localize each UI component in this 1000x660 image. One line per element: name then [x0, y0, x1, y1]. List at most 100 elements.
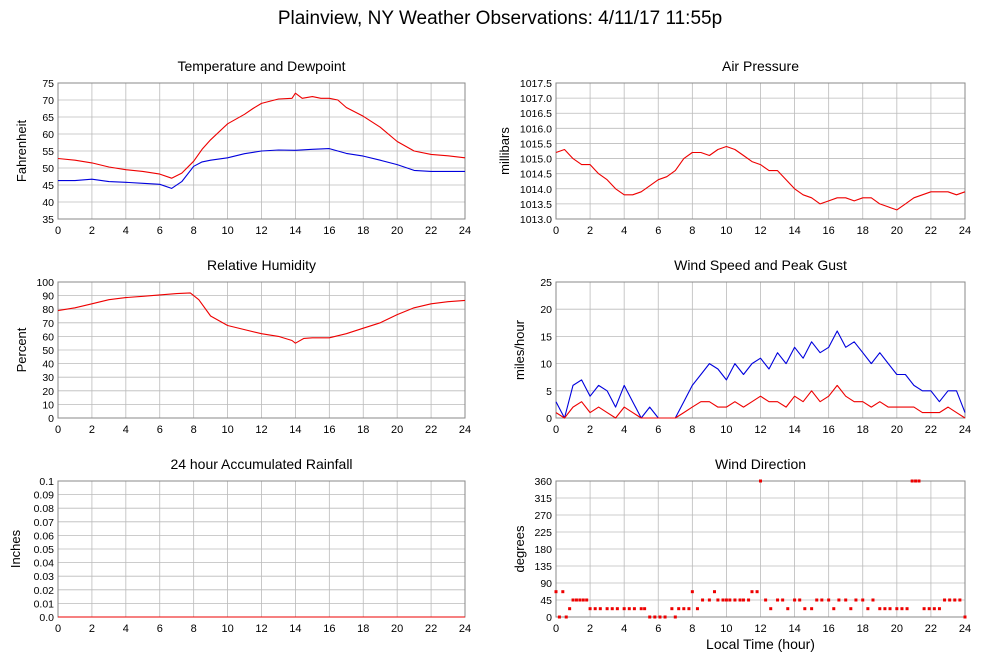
rain-x-tick-label: 4: [123, 623, 129, 635]
direction-point: [622, 607, 626, 611]
direction-y-tick-label: 180: [534, 544, 552, 556]
temp-series-line-1: [58, 148, 465, 189]
pressure-y-tick-label: 1017.5: [520, 78, 552, 90]
direction-point: [769, 607, 773, 611]
direction-y-tick-label: 315: [534, 493, 552, 505]
rain-y-tick-label: 0.01: [34, 598, 55, 610]
wind-x-tick-label: 22: [925, 424, 937, 436]
direction-point: [747, 598, 751, 602]
direction-point: [878, 607, 882, 611]
direction-point: [632, 607, 636, 611]
direction-point: [861, 598, 865, 602]
rain-x-tick-label: 22: [425, 623, 437, 635]
temp-x-tick-label: 12: [255, 225, 267, 237]
direction-x-tick-label: 4: [621, 623, 627, 635]
temp-x-tick-label: 22: [425, 225, 437, 237]
direction-x-tick-label: 6: [655, 623, 661, 635]
wind-x-tick-label: 6: [655, 424, 661, 436]
temp-y-tick-label: 60: [42, 129, 54, 141]
direction-point: [687, 607, 691, 611]
pressure-x-tick-label: 14: [788, 225, 800, 237]
direction-point: [561, 590, 565, 594]
direction-point: [786, 607, 790, 611]
wind-series-line-1: [555, 384, 966, 419]
direction-point: [721, 598, 725, 602]
pressure-x-tick-label: 4: [621, 225, 627, 237]
direction-point: [759, 479, 762, 483]
direction-y-axis-label: degrees: [512, 525, 527, 572]
direction-y-tick-label: 270: [534, 510, 552, 522]
direction-point: [932, 607, 936, 611]
temp-series-line-0: [57, 92, 466, 179]
direction-x-tick-label: 18: [857, 623, 869, 635]
temp-y-tick-label: 65: [42, 112, 54, 124]
temp-x-tick-label: 6: [157, 225, 163, 237]
direction-y-tick-label: 0: [546, 612, 552, 624]
humidity-x-tick-label: 8: [191, 424, 197, 436]
wind-x-tick-label: 16: [823, 424, 835, 436]
rain-x-tick-label: 14: [289, 623, 301, 635]
rain-y-tick-label: 0.09: [34, 490, 55, 502]
direction-point: [958, 598, 962, 602]
direction-point: [648, 615, 652, 619]
wind-y-tick-label: 20: [540, 304, 552, 316]
direction-point: [888, 607, 892, 611]
direction-point: [837, 598, 841, 602]
temp-x-tick-label: 4: [123, 225, 129, 237]
temp-y-tick-label: 45: [42, 180, 54, 192]
rain-y-tick-label: 0.08: [34, 503, 55, 515]
direction-point: [593, 607, 597, 611]
temp-x-tick-label: 18: [357, 225, 369, 237]
temp-x-tick-label: 0: [55, 225, 61, 237]
humidity-x-tick-label: 14: [289, 424, 301, 436]
wind-title: Wind Speed and Peak Gust: [674, 257, 847, 273]
direction-point: [844, 598, 848, 602]
direction-point: [815, 598, 819, 602]
pressure-series-line-0: [555, 145, 966, 211]
direction-x-tick-label: 12: [754, 623, 766, 635]
direction-point: [917, 479, 921, 483]
direction-x-tick-label: 20: [891, 623, 903, 635]
humidity-y-tick-label: 40: [42, 359, 54, 371]
wind-x-tick-label: 24: [959, 424, 971, 436]
pressure-y-tick-label: 1016.5: [520, 108, 552, 120]
direction-point: [914, 479, 918, 483]
direction-point: [927, 607, 931, 611]
humidity-title: Relative Humidity: [207, 257, 316, 273]
direction-point: [673, 615, 677, 619]
temp-y-tick-label: 40: [42, 197, 54, 209]
direction-point: [712, 590, 716, 594]
direction-x-tick-label: 22: [925, 623, 937, 635]
temp-x-tick-label: 24: [459, 225, 471, 237]
pressure-y-tick-label: 1013.0: [520, 214, 552, 226]
direction-point: [728, 598, 732, 602]
pressure-chart: 0 2 4 6 8 10 12 14 16 18 20 22 241013.01013.51014.01…: [497, 58, 971, 237]
temp-y-tick-label: 35: [42, 214, 54, 226]
direction-point: [953, 598, 957, 602]
wind-x-tick-label: 14: [788, 424, 800, 436]
humidity-x-tick-label: 20: [391, 424, 403, 436]
pressure-y-tick-label: 1014.0: [520, 184, 552, 196]
wind-x-tick-label: 18: [857, 424, 869, 436]
direction-point: [905, 607, 909, 611]
temp-y-tick-label: 75: [42, 78, 54, 90]
direction-point: [581, 598, 585, 602]
humidity-x-tick-label: 10: [221, 424, 233, 436]
direction-point: [670, 607, 674, 611]
direction-point: [564, 615, 568, 619]
direction-point: [682, 607, 686, 611]
rain-x-tick-label: 2: [89, 623, 95, 635]
pressure-y-tick-label: 1014.5: [520, 169, 552, 181]
wind-x-tick-label: 20: [891, 424, 903, 436]
wind-y-tick-label: 25: [540, 277, 552, 289]
direction-point: [610, 607, 614, 611]
direction-point: [871, 598, 875, 602]
temp-x-tick-label: 2: [89, 225, 95, 237]
wind-x-tick-label: 8: [689, 424, 695, 436]
direction-point: [738, 598, 742, 602]
direction-point: [793, 598, 797, 602]
wind-x-tick-label: 12: [754, 424, 766, 436]
direction-point: [598, 607, 602, 611]
pressure-x-tick-label: 8: [689, 225, 695, 237]
